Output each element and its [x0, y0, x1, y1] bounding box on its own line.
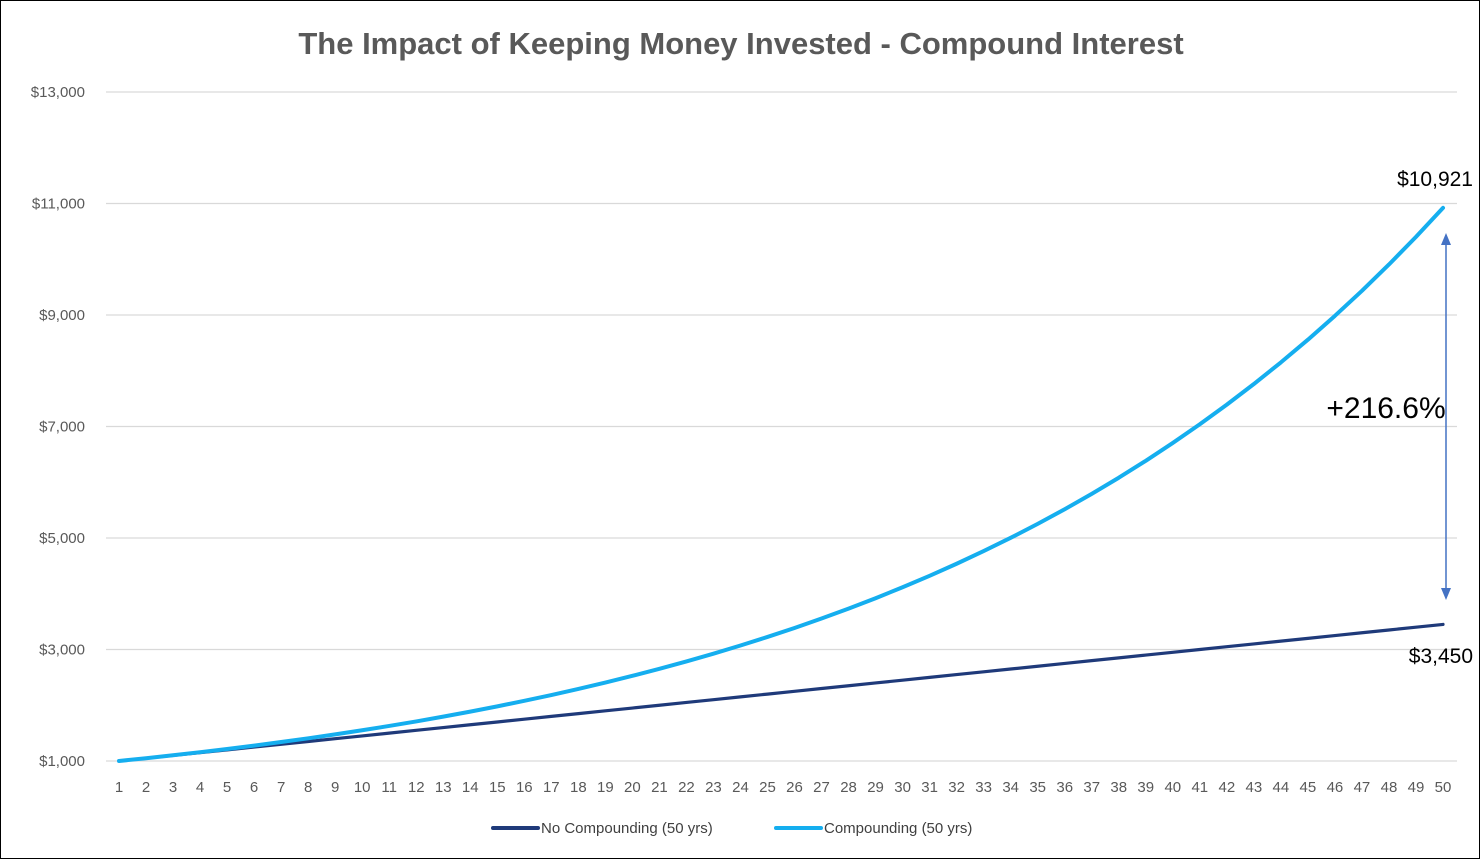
x-tick-label: 26 [786, 779, 803, 796]
x-tick-label: 50 [1435, 779, 1452, 796]
x-tick-label: 1 [115, 779, 123, 796]
arrow-head-up [1441, 233, 1451, 245]
x-tick-label: 14 [462, 779, 479, 796]
y-axis-ticks: $1,000 $3,000 $5,000 $7,000 $9,000 $11,000 $13… [31, 84, 85, 770]
x-tick-label: 12 [408, 779, 425, 796]
difference-arrow [1441, 233, 1451, 600]
end-value-compound-label: $10,921 [1397, 168, 1473, 191]
series-lines [117, 205, 1445, 763]
x-tick-label: 6 [250, 779, 258, 796]
x-tick-label: 38 [1110, 779, 1127, 796]
x-tick-label: 5 [223, 779, 231, 796]
series-line-compounding [117, 205, 1445, 763]
x-tick-label: 23 [705, 779, 722, 796]
x-tick-label: 48 [1381, 779, 1398, 796]
x-tick-label: 34 [1002, 779, 1019, 796]
x-tick-label: 3 [169, 779, 177, 796]
x-tick-label: 43 [1246, 779, 1263, 796]
x-tick-label: 2 [142, 779, 150, 796]
x-tick-label: 22 [678, 779, 695, 796]
legend-label: No Compounding (50 yrs) [541, 820, 713, 837]
chart-title: The Impact of Keeping Money Invested - C… [298, 26, 1183, 61]
x-tick-label: 47 [1354, 779, 1371, 796]
x-tick-label: 39 [1137, 779, 1154, 796]
x-tick-label: 20 [624, 779, 641, 796]
end-value-simple-label: $3,450 [1409, 645, 1473, 668]
x-tick-label: 27 [813, 779, 830, 796]
gridlines [106, 91, 1457, 762]
x-tick-label: 32 [948, 779, 965, 796]
x-tick-label: 44 [1273, 779, 1290, 796]
x-tick-label: 36 [1056, 779, 1073, 796]
x-tick-label: 41 [1191, 779, 1208, 796]
x-tick-label: 18 [570, 779, 587, 796]
x-tick-label: 25 [759, 779, 776, 796]
y-tick-label: $7,000 [39, 419, 85, 436]
x-tick-label: 8 [304, 779, 312, 796]
x-tick-label: 24 [732, 779, 749, 796]
x-tick-label: 13 [435, 779, 452, 796]
y-tick-label: $11,000 [32, 196, 85, 213]
x-tick-label: 15 [489, 779, 506, 796]
legend: No Compounding (50 yrs) Compounding (50 y… [491, 820, 972, 837]
x-tick-label: 10 [354, 779, 371, 796]
y-tick-label: $9,000 [39, 307, 85, 324]
x-tick-label: 49 [1408, 779, 1425, 796]
x-tick-label: 42 [1218, 779, 1235, 796]
x-tick-label: 46 [1327, 779, 1344, 796]
x-tick-label: 31 [921, 779, 938, 796]
y-tick-label: $1,000 [39, 753, 85, 770]
x-tick-label: 28 [840, 779, 857, 796]
x-tick-label: 45 [1300, 779, 1317, 796]
series-line-no-compounding [117, 622, 1445, 763]
x-tick-label: 7 [277, 779, 285, 796]
x-tick-label: 40 [1164, 779, 1181, 796]
x-tick-label: 30 [894, 779, 911, 796]
x-tick-label: 19 [597, 779, 614, 796]
y-tick-label: $13,000 [31, 84, 85, 101]
x-tick-label: 11 [381, 779, 397, 796]
x-tick-label: 35 [1029, 779, 1046, 796]
x-tick-label: 4 [196, 779, 204, 796]
x-tick-label: 33 [975, 779, 992, 796]
difference-percent-label: +216.6% [1326, 392, 1445, 425]
x-tick-label: 21 [651, 779, 668, 796]
x-tick-label: 37 [1083, 779, 1100, 796]
arrow-head-down [1441, 588, 1451, 600]
x-tick-label: 29 [867, 779, 884, 796]
x-tick-label: 17 [543, 779, 560, 796]
y-tick-label: $5,000 [39, 530, 85, 547]
y-tick-label: $3,000 [39, 642, 85, 659]
x-tick-label: 9 [331, 779, 339, 796]
legend-label: Compounding (50 yrs) [824, 820, 972, 837]
x-axis-ticks: 1 2 3 4 5 6 7 8 9 10 11 12 13 14 15 16 17 18 19 20 21 22 23 24 2… [115, 779, 1452, 796]
x-tick-label: 16 [516, 779, 533, 796]
